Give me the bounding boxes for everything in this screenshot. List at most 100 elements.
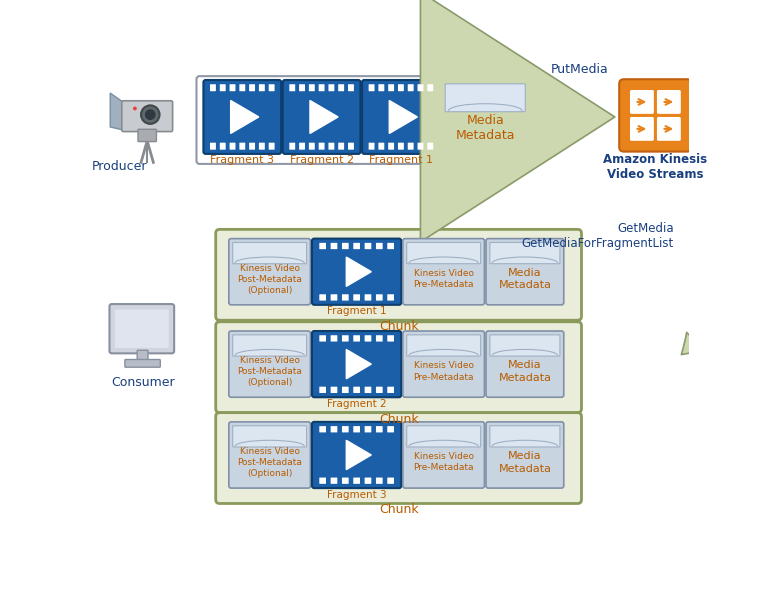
FancyBboxPatch shape [348, 84, 354, 91]
FancyBboxPatch shape [365, 243, 371, 249]
Text: Producer: Producer [91, 160, 147, 173]
Text: Fragment 3: Fragment 3 [327, 490, 386, 499]
FancyBboxPatch shape [309, 142, 315, 150]
Text: Media
Metadata: Media Metadata [455, 114, 515, 142]
Text: Fragment 1: Fragment 1 [327, 306, 386, 316]
Text: Chunk: Chunk [379, 504, 419, 517]
FancyBboxPatch shape [309, 84, 315, 91]
FancyBboxPatch shape [657, 90, 680, 114]
FancyBboxPatch shape [342, 387, 349, 393]
FancyBboxPatch shape [403, 331, 485, 397]
FancyBboxPatch shape [329, 84, 334, 91]
FancyBboxPatch shape [312, 422, 402, 488]
FancyBboxPatch shape [365, 294, 371, 300]
Text: Fragment 2: Fragment 2 [327, 399, 386, 409]
FancyBboxPatch shape [427, 84, 433, 91]
Circle shape [145, 109, 156, 120]
FancyBboxPatch shape [338, 142, 344, 150]
Text: GetMedia
GetMediaForFragmentList: GetMedia GetMediaForFragmentList [521, 222, 674, 250]
FancyBboxPatch shape [490, 426, 560, 447]
FancyBboxPatch shape [137, 350, 148, 361]
Text: PutMedia: PutMedia [551, 63, 608, 76]
FancyBboxPatch shape [387, 335, 394, 342]
FancyBboxPatch shape [240, 142, 245, 150]
FancyBboxPatch shape [312, 238, 402, 305]
FancyBboxPatch shape [115, 309, 169, 348]
Polygon shape [346, 440, 371, 470]
FancyBboxPatch shape [122, 101, 173, 132]
FancyBboxPatch shape [229, 331, 310, 397]
FancyBboxPatch shape [387, 426, 394, 433]
FancyBboxPatch shape [342, 335, 349, 342]
FancyBboxPatch shape [220, 142, 226, 150]
FancyBboxPatch shape [353, 243, 360, 249]
Text: Kinesis Video
Pre-Metadata: Kinesis Video Pre-Metadata [413, 269, 474, 289]
FancyBboxPatch shape [259, 142, 265, 150]
FancyBboxPatch shape [125, 359, 161, 367]
Text: Media
Metadata: Media Metadata [498, 451, 551, 474]
FancyBboxPatch shape [407, 426, 481, 447]
Polygon shape [310, 101, 338, 134]
Polygon shape [346, 257, 371, 287]
Text: Media
Metadata: Media Metadata [498, 268, 551, 290]
FancyBboxPatch shape [387, 243, 394, 249]
FancyBboxPatch shape [216, 412, 581, 504]
FancyBboxPatch shape [398, 142, 404, 150]
FancyBboxPatch shape [110, 304, 174, 353]
FancyBboxPatch shape [210, 84, 216, 91]
FancyBboxPatch shape [319, 335, 326, 342]
FancyBboxPatch shape [319, 294, 326, 300]
Text: Chunk: Chunk [379, 320, 419, 333]
FancyBboxPatch shape [486, 422, 564, 488]
FancyBboxPatch shape [342, 426, 349, 433]
Text: Media
Metadata: Media Metadata [498, 361, 551, 383]
FancyBboxPatch shape [369, 84, 375, 91]
FancyBboxPatch shape [233, 243, 306, 263]
FancyBboxPatch shape [216, 322, 581, 412]
FancyBboxPatch shape [233, 335, 306, 356]
FancyBboxPatch shape [353, 335, 360, 342]
Text: Amazon Kinesis
Video Streams: Amazon Kinesis Video Streams [604, 153, 707, 181]
Text: Kinesis Video
Post-Metadata
(Optional): Kinesis Video Post-Metadata (Optional) [237, 447, 302, 478]
Text: Kinesis Video
Post-Metadata
(Optional): Kinesis Video Post-Metadata (Optional) [237, 356, 302, 387]
FancyBboxPatch shape [210, 142, 216, 150]
FancyBboxPatch shape [331, 477, 337, 484]
FancyBboxPatch shape [630, 90, 654, 114]
FancyBboxPatch shape [269, 142, 275, 150]
FancyBboxPatch shape [657, 117, 680, 141]
FancyBboxPatch shape [486, 238, 564, 305]
FancyBboxPatch shape [418, 142, 423, 150]
FancyBboxPatch shape [259, 84, 265, 91]
Polygon shape [389, 101, 418, 134]
Circle shape [133, 107, 137, 110]
FancyBboxPatch shape [387, 477, 394, 484]
FancyBboxPatch shape [220, 84, 226, 91]
FancyBboxPatch shape [216, 229, 581, 320]
FancyBboxPatch shape [342, 243, 349, 249]
FancyBboxPatch shape [365, 477, 371, 484]
FancyBboxPatch shape [376, 477, 382, 484]
Text: Kinesis Video
Pre-Metadata: Kinesis Video Pre-Metadata [413, 361, 474, 381]
FancyBboxPatch shape [240, 84, 245, 91]
FancyBboxPatch shape [369, 142, 375, 150]
FancyBboxPatch shape [379, 84, 384, 91]
FancyBboxPatch shape [299, 84, 305, 91]
FancyBboxPatch shape [331, 426, 337, 433]
FancyBboxPatch shape [348, 142, 354, 150]
FancyBboxPatch shape [249, 142, 255, 150]
Text: Fragment 1: Fragment 1 [369, 156, 433, 166]
FancyBboxPatch shape [290, 84, 295, 91]
FancyBboxPatch shape [342, 477, 349, 484]
FancyBboxPatch shape [486, 331, 564, 397]
FancyBboxPatch shape [299, 142, 305, 150]
FancyBboxPatch shape [331, 335, 337, 342]
FancyBboxPatch shape [312, 331, 402, 397]
FancyBboxPatch shape [233, 426, 306, 447]
FancyBboxPatch shape [403, 422, 485, 488]
FancyBboxPatch shape [376, 426, 382, 433]
FancyBboxPatch shape [230, 142, 236, 150]
Text: Kinesis Video
Pre-Metadata: Kinesis Video Pre-Metadata [413, 452, 474, 473]
FancyBboxPatch shape [387, 294, 394, 300]
Text: Consumer: Consumer [111, 375, 174, 389]
FancyBboxPatch shape [290, 142, 295, 150]
